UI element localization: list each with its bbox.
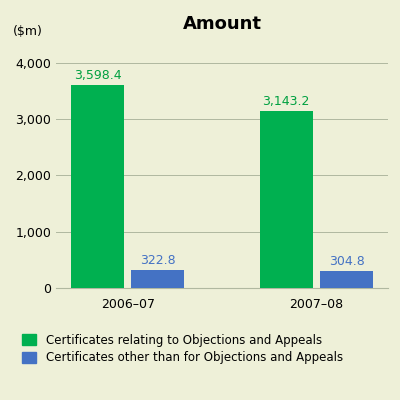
Bar bbox=[260, 111, 312, 288]
Bar bbox=[71, 85, 124, 288]
Text: 322.8: 322.8 bbox=[140, 254, 176, 267]
Bar bbox=[320, 271, 373, 288]
Legend: Certificates relating to Objections and Appeals, Certificates other than for Obj: Certificates relating to Objections and … bbox=[22, 334, 343, 364]
Text: 3,598.4: 3,598.4 bbox=[74, 69, 121, 82]
Text: 3,143.2: 3,143.2 bbox=[262, 95, 310, 108]
Title: Amount: Amount bbox=[182, 15, 262, 33]
Text: ($m): ($m) bbox=[13, 24, 43, 38]
Bar bbox=[132, 270, 184, 288]
Text: 304.8: 304.8 bbox=[329, 255, 364, 268]
